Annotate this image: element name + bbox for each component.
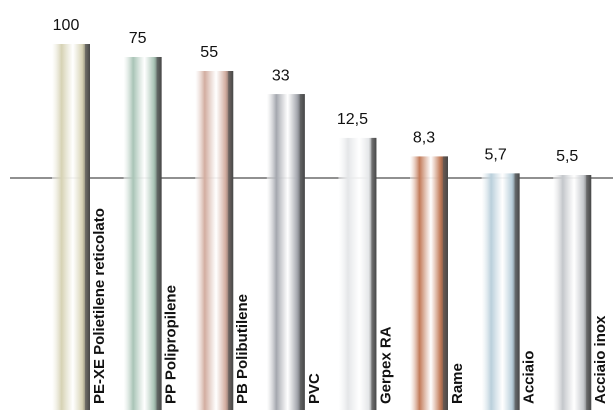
value-label: 5,5 xyxy=(556,148,578,165)
value-label: 12,5 xyxy=(337,111,368,128)
category-label: Acciaio xyxy=(521,351,538,404)
bar xyxy=(266,94,305,410)
bar-shadow xyxy=(514,173,520,410)
bar xyxy=(410,156,448,410)
bar xyxy=(195,71,234,410)
value-label: 75 xyxy=(129,30,147,47)
category-label: PB Polibutilene xyxy=(234,294,251,404)
bar-shadow xyxy=(371,137,377,410)
bar xyxy=(123,56,162,410)
value-label: 55 xyxy=(200,44,218,61)
category-label: PE-XE Polietilene reticolato xyxy=(91,208,108,404)
bar xyxy=(481,173,520,410)
bar xyxy=(338,137,377,410)
bar-shadow xyxy=(228,71,234,410)
bar-shadow xyxy=(156,56,162,410)
bar-shadow xyxy=(586,175,592,410)
bar xyxy=(553,175,592,410)
value-label: 100 xyxy=(53,17,80,34)
bar xyxy=(52,44,90,410)
bar-shadow xyxy=(443,156,448,410)
bar-shadow xyxy=(299,94,305,410)
category-label: PP Polipropilene xyxy=(163,285,180,404)
category-label: Gerpex RA xyxy=(377,326,394,404)
value-label: 5,7 xyxy=(484,147,506,164)
category-label: PVC xyxy=(306,373,323,404)
value-label: 33 xyxy=(272,67,290,84)
bar-shadow xyxy=(85,44,90,410)
category-label: Rame xyxy=(449,363,466,404)
value-label: 8,3 xyxy=(413,130,435,147)
category-label: Acciaio inox xyxy=(592,315,609,404)
